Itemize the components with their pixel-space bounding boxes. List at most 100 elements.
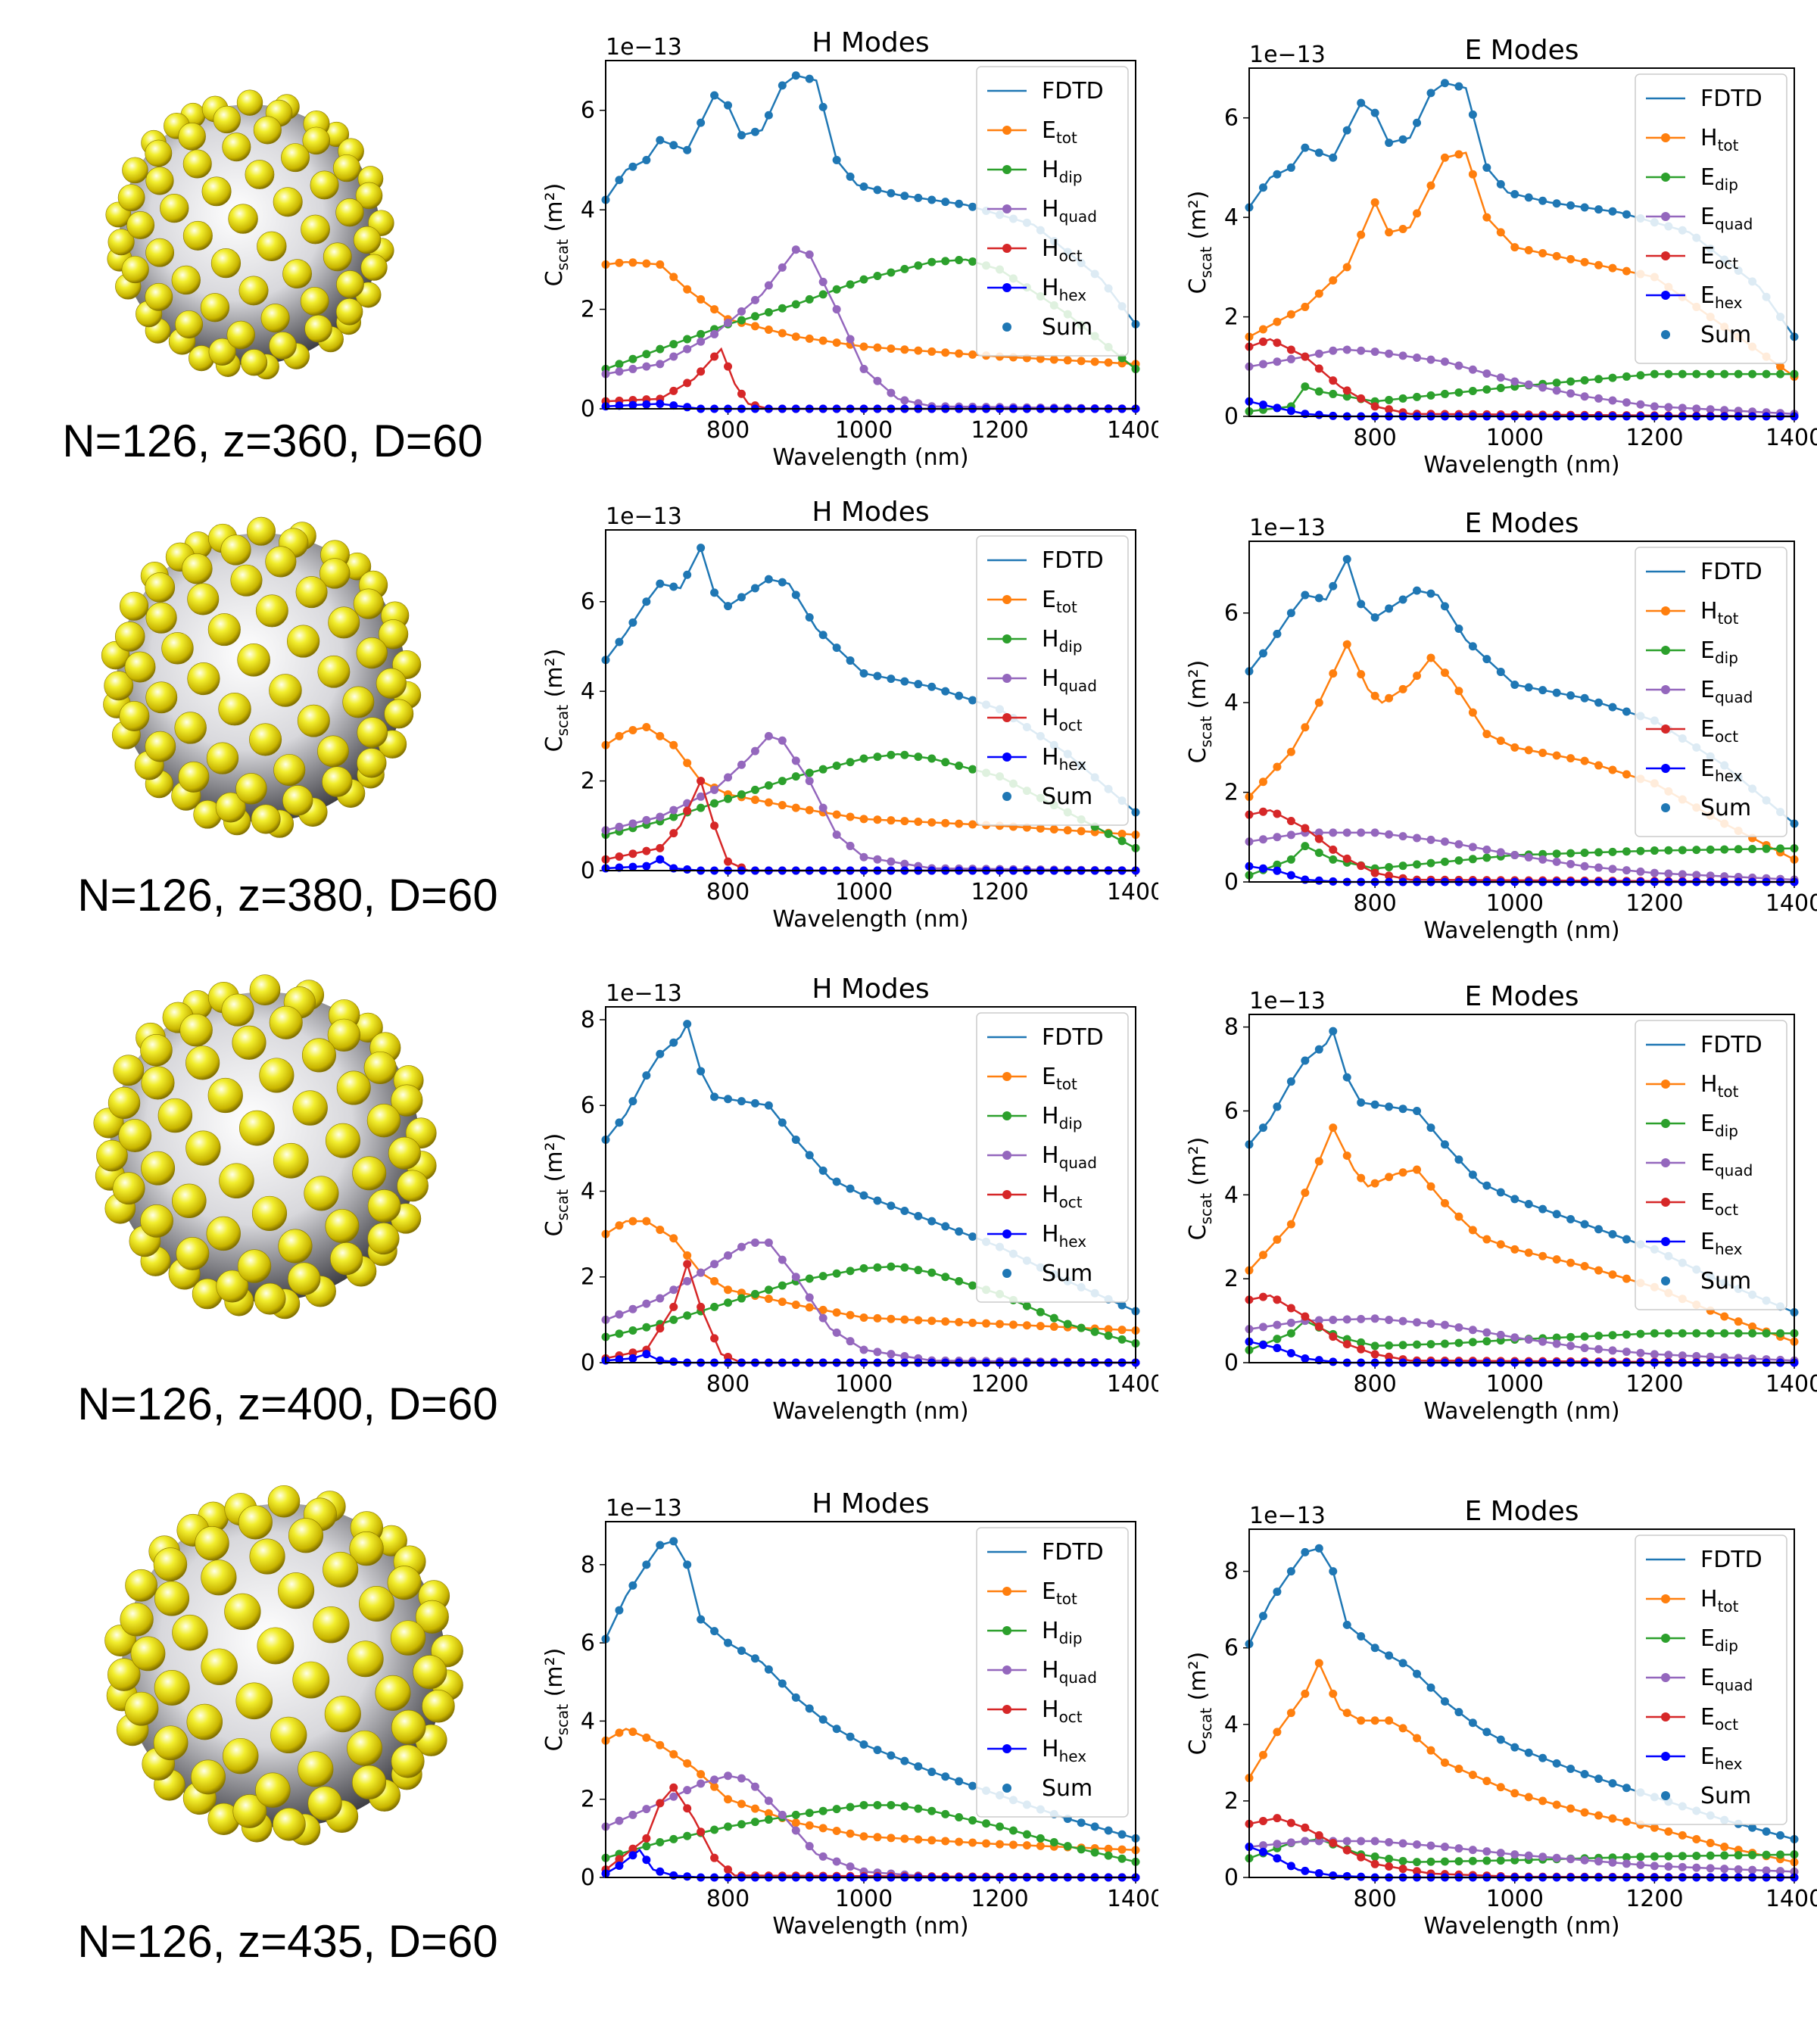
series-marker-equad [1357,1837,1366,1846]
series-marker-hdip [846,280,855,289]
series-marker-equad [1385,830,1394,839]
x-tick-label: 1000 [835,1371,893,1397]
series-marker-eoct [1413,1867,1422,1876]
gold-nanoparticle [300,286,329,316]
nanoparticle-sphere-4 [104,1485,463,1846]
gold-nanoparticle [235,1682,273,1720]
panel-caption-2: N=126, z=380, D=60 [77,870,498,921]
series-marker-edip [1385,1854,1394,1863]
series-marker-equad [1566,859,1575,868]
series-marker-hoct [642,1834,651,1843]
series-marker-hquad [683,344,692,354]
series-marker-hdip [805,1274,814,1283]
series-marker-hquad [697,1268,706,1277]
series-marker-equad [1342,1837,1351,1846]
series-marker-htot [1370,198,1379,207]
series-marker-equad [1454,1323,1463,1332]
series-marker-ehex [1314,876,1323,885]
series-marker-edip [1398,394,1407,403]
series-marker-edip [1286,1329,1295,1338]
series-marker-hdip [1063,1320,1072,1329]
series-marker-hquad [750,746,759,756]
sum-marker [955,691,964,700]
gold-nanoparticle [292,1661,330,1699]
sum-marker [1357,1632,1366,1641]
series-marker-hquad [683,1786,692,1795]
sum-marker [1286,1077,1295,1086]
series-marker-equad [1342,345,1351,354]
series-marker-etot [1117,829,1127,838]
gold-nanoparticle [288,1518,324,1553]
series-marker-htot [1566,254,1575,263]
series-marker-edip [1650,1329,1659,1338]
sum-marker [1580,693,1589,703]
gold-nanoparticle [141,1066,175,1100]
legend-box [976,1527,1129,1818]
x-tick-label: 1200 [971,1886,1028,1912]
series-marker-htot [1496,1783,1505,1792]
series-marker-etot [873,1313,882,1323]
series-marker-hquad [642,362,651,371]
series-marker-ehex [1301,1354,1310,1363]
series-marker-hoct [669,386,678,395]
chart-title: E Modes [1464,1496,1579,1527]
gold-nanoparticle [317,655,351,688]
series-marker-hquad [710,1775,719,1784]
gold-nanoparticle [328,606,360,639]
series-marker-htot [1482,213,1491,222]
sum-marker [750,127,759,136]
gold-nanoparticle [376,668,407,699]
series-marker-edip [1398,862,1407,871]
gold-nanoparticle [325,1123,360,1158]
gold-nanoparticle [108,1658,141,1691]
series-marker-hdip [873,1800,882,1809]
series-marker-etot [791,1818,800,1827]
legend-label: Hquad [1042,196,1097,226]
series-marker-etot [927,1836,937,1845]
x-tick-label: 1200 [971,1371,1028,1397]
series-marker-etot [642,1733,651,1742]
legend-label: FDTD [1700,86,1762,112]
series-marker-edip [1650,846,1659,855]
series-marker-edip [1329,389,1338,398]
series-marker-equad [1385,1837,1394,1846]
sum-marker [1510,1195,1519,1204]
series-marker-hdip [628,354,637,363]
series-marker-equad [1706,405,1715,414]
series-marker-hquad [805,1293,814,1302]
series-marker-hdip [764,308,773,317]
series-marker-ehex [1273,1854,1282,1863]
series-marker-etot [1104,1325,1113,1334]
series-marker-edip [1440,1857,1449,1866]
y-tick-label: 0 [581,1865,595,1891]
series-marker-htot [1329,1123,1338,1133]
series-marker-htot [1468,1771,1477,1780]
series-marker-equad [1622,1348,1631,1357]
series-marker-etot [710,305,719,314]
series-marker-equad [1664,869,1673,878]
series-marker-hdip [1008,1826,1018,1835]
y-axis-label: Cscat (m²) [541,1133,572,1237]
series-marker-etot [818,336,827,345]
plot-frame [605,1521,1136,1878]
series-marker-hoct [710,821,719,830]
y-axis-label: Cscat (m²) [1185,1137,1215,1241]
series-marker-hdip [832,761,841,770]
series-marker-etot [710,1276,719,1285]
legend-marker [1661,685,1670,694]
sum-marker [737,131,746,140]
legend-marker [1002,1190,1011,1199]
gold-nanoparticle [317,735,349,768]
gold-nanoparticle [323,242,352,272]
sum-marker [1496,668,1505,677]
series-marker-hoct [615,852,624,861]
series-marker-hdip [805,294,814,304]
series-marker-equad [1650,1350,1659,1359]
series-marker-htot [1692,1834,1701,1843]
series-marker-htot [1552,751,1561,760]
gold-nanoparticle [388,1136,421,1170]
sum-marker [1622,1784,1631,1793]
y-axis-label: Cscat (m²) [1185,1652,1215,1756]
legend-label: Equad [1700,677,1753,706]
sum-marker [1748,1823,1757,1832]
